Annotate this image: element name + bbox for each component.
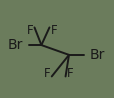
Text: F: F: [50, 24, 57, 37]
Text: F: F: [44, 67, 50, 80]
Text: F: F: [66, 67, 73, 80]
Text: Br: Br: [8, 38, 23, 52]
Text: F: F: [26, 24, 33, 37]
Text: Br: Br: [89, 48, 104, 62]
